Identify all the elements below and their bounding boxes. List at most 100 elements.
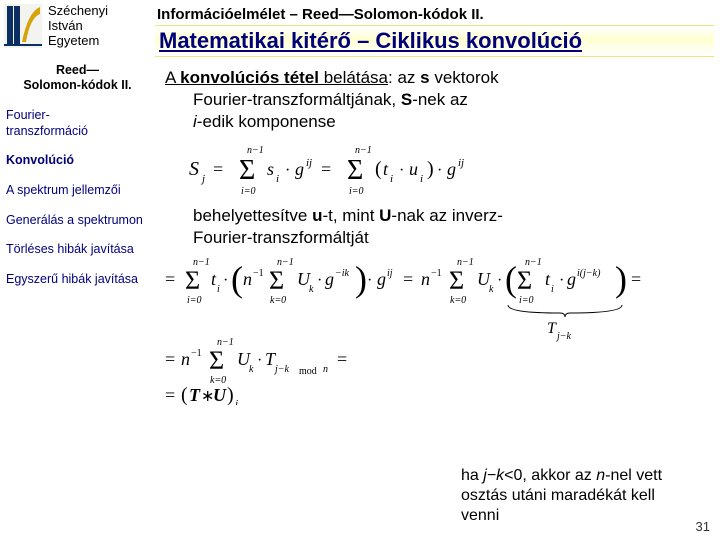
svg-text:−1: −1 [253, 268, 264, 279]
svg-text:T: T [547, 320, 557, 337]
svg-text:g: g [567, 269, 576, 289]
svg-text:=: = [403, 269, 413, 289]
svg-text:i=0: i=0 [349, 186, 364, 197]
svg-text:i=0: i=0 [241, 186, 256, 197]
svg-text:u: u [409, 159, 418, 179]
svg-text:i=0: i=0 [187, 295, 202, 306]
sidebar: Széchenyi István Egyetem Reed— Solomon-k… [0, 0, 155, 540]
svg-text:i: i [420, 173, 423, 185]
svg-text:(: ( [505, 259, 517, 299]
svg-text:=: = [165, 385, 175, 405]
svg-text:·: · [367, 272, 372, 289]
sidebar-item-torleses[interactable]: Törléses hibák javítása [6, 242, 149, 258]
svg-text:Σ: Σ [269, 266, 284, 295]
svg-text:i: i [217, 284, 220, 295]
svg-text:ij: ij [306, 157, 312, 169]
svg-text:g: g [325, 269, 334, 289]
svg-text:t: t [383, 159, 389, 179]
svg-text:Σ: Σ [185, 266, 200, 295]
svg-text:k: k [309, 284, 314, 295]
svg-text:=: = [165, 349, 175, 369]
svg-text:): ) [615, 259, 627, 299]
sidebar-item-spektrum-jellemzoi[interactable]: A spektrum jellemzői [6, 183, 149, 199]
breadcrumb: Információelmélet – Reed—Solomon-kódok I… [155, 0, 714, 25]
uni-line1: Széchenyi [48, 4, 108, 19]
svg-text:g: g [377, 269, 386, 289]
svg-text:n: n [323, 364, 328, 375]
svg-text:i: i [276, 173, 279, 185]
svg-text:U: U [213, 385, 227, 405]
university-name: Széchenyi István Egyetem [48, 4, 108, 49]
svg-text:=: = [213, 159, 223, 179]
svg-text:): ) [427, 158, 434, 180]
svg-text:−ik: −ik [335, 268, 350, 279]
svg-text:g: g [447, 159, 456, 179]
svg-text:n: n [421, 269, 430, 289]
svg-text:n: n [181, 349, 190, 369]
university-logo-icon [4, 4, 42, 48]
svg-text:·: · [399, 162, 404, 179]
paragraph-1: A konvolúciós tétel belátása: az s vekto… [165, 67, 708, 133]
svg-text:Σ: Σ [517, 266, 532, 295]
equation-2: = n−1 Σ i=0 t i · ( n −1 n−1 Σ k=0 U k [165, 255, 705, 405]
svg-text:·: · [223, 272, 228, 289]
svg-text:Σ: Σ [449, 266, 464, 295]
svg-text:n: n [243, 269, 252, 289]
equation-1: S j = n−1 Σ i=0 s i · g ij = n−1 Σ i=0 ( [189, 139, 499, 197]
svg-text:S: S [189, 158, 199, 180]
paragraph-2: behelyettesítve u-t, mint U-nak az inver… [165, 205, 708, 249]
svg-text:i=0: i=0 [519, 295, 534, 306]
uni-line3: Egyetem [48, 34, 108, 49]
svg-text:(: ( [231, 259, 243, 299]
svg-text:·: · [497, 272, 502, 289]
svg-text:·: · [437, 162, 442, 179]
svg-text:Σ: Σ [239, 155, 255, 186]
uni-line2: István [48, 19, 108, 34]
svg-text:·: · [559, 272, 564, 289]
svg-text:k=0: k=0 [270, 295, 286, 306]
svg-text:k: k [249, 364, 254, 375]
svg-text:g: g [295, 159, 304, 179]
sidebar-item-konvolucio[interactable]: Konvolúció [6, 153, 149, 169]
university-header: Széchenyi István Egyetem [0, 0, 155, 51]
svg-text:(: ( [181, 384, 188, 405]
sidebar-item-generalas[interactable]: Generálás a spektrumon [6, 213, 149, 229]
sidebar-item-reed-solomon[interactable]: Reed— Solomon-kódok II. [6, 63, 149, 94]
footnote: ha j−k<0, akkor az n-nel vett osztás utá… [461, 466, 696, 526]
svg-text:): ) [355, 259, 367, 299]
svg-text:·: · [285, 162, 290, 179]
svg-text:j−k: j−k [555, 331, 572, 342]
main-content: Információelmélet – Reed—Solomon-kódok I… [155, 0, 720, 540]
svg-text:j: j [200, 173, 205, 185]
svg-text:ij: ij [387, 268, 393, 279]
svg-text:·: · [257, 352, 262, 369]
svg-text:mod: mod [299, 366, 317, 377]
svg-text:s: s [267, 159, 274, 179]
svg-text:i(j−k): i(j−k) [577, 268, 601, 279]
svg-text:Σ: Σ [347, 155, 363, 186]
svg-text:j: j [233, 398, 238, 405]
sidebar-nav: Reed— Solomon-kódok II. Fourier- transzf… [0, 51, 155, 302]
svg-text:i: i [551, 284, 554, 295]
svg-text:=: = [631, 269, 641, 289]
svg-text:k: k [489, 284, 494, 295]
page-number: 31 [696, 519, 710, 534]
svg-text:k=0: k=0 [450, 295, 466, 306]
svg-text:T: T [189, 385, 201, 405]
svg-text:): ) [227, 384, 234, 405]
sidebar-item-fourier[interactable]: Fourier- transzformáció [6, 108, 149, 139]
body-content: A konvolúciós tétel belátása: az s vekto… [155, 57, 714, 413]
svg-text:=: = [337, 349, 347, 369]
svg-text:=: = [165, 269, 175, 289]
svg-text:(: ( [375, 158, 382, 180]
svg-text:Σ: Σ [209, 346, 224, 375]
svg-text:−1: −1 [191, 348, 202, 359]
svg-text:j−k: j−k [273, 364, 290, 375]
svg-text:i: i [390, 173, 393, 185]
svg-text:·: · [317, 272, 322, 289]
svg-text:ij: ij [458, 157, 464, 169]
page-title: Matematikai kitérő – Ciklikus konvolúció [155, 25, 714, 57]
svg-text:−1: −1 [431, 268, 442, 279]
sidebar-item-egyszeru[interactable]: Egyszerű hibák javítása [6, 272, 149, 288]
svg-text:=: = [321, 159, 331, 179]
